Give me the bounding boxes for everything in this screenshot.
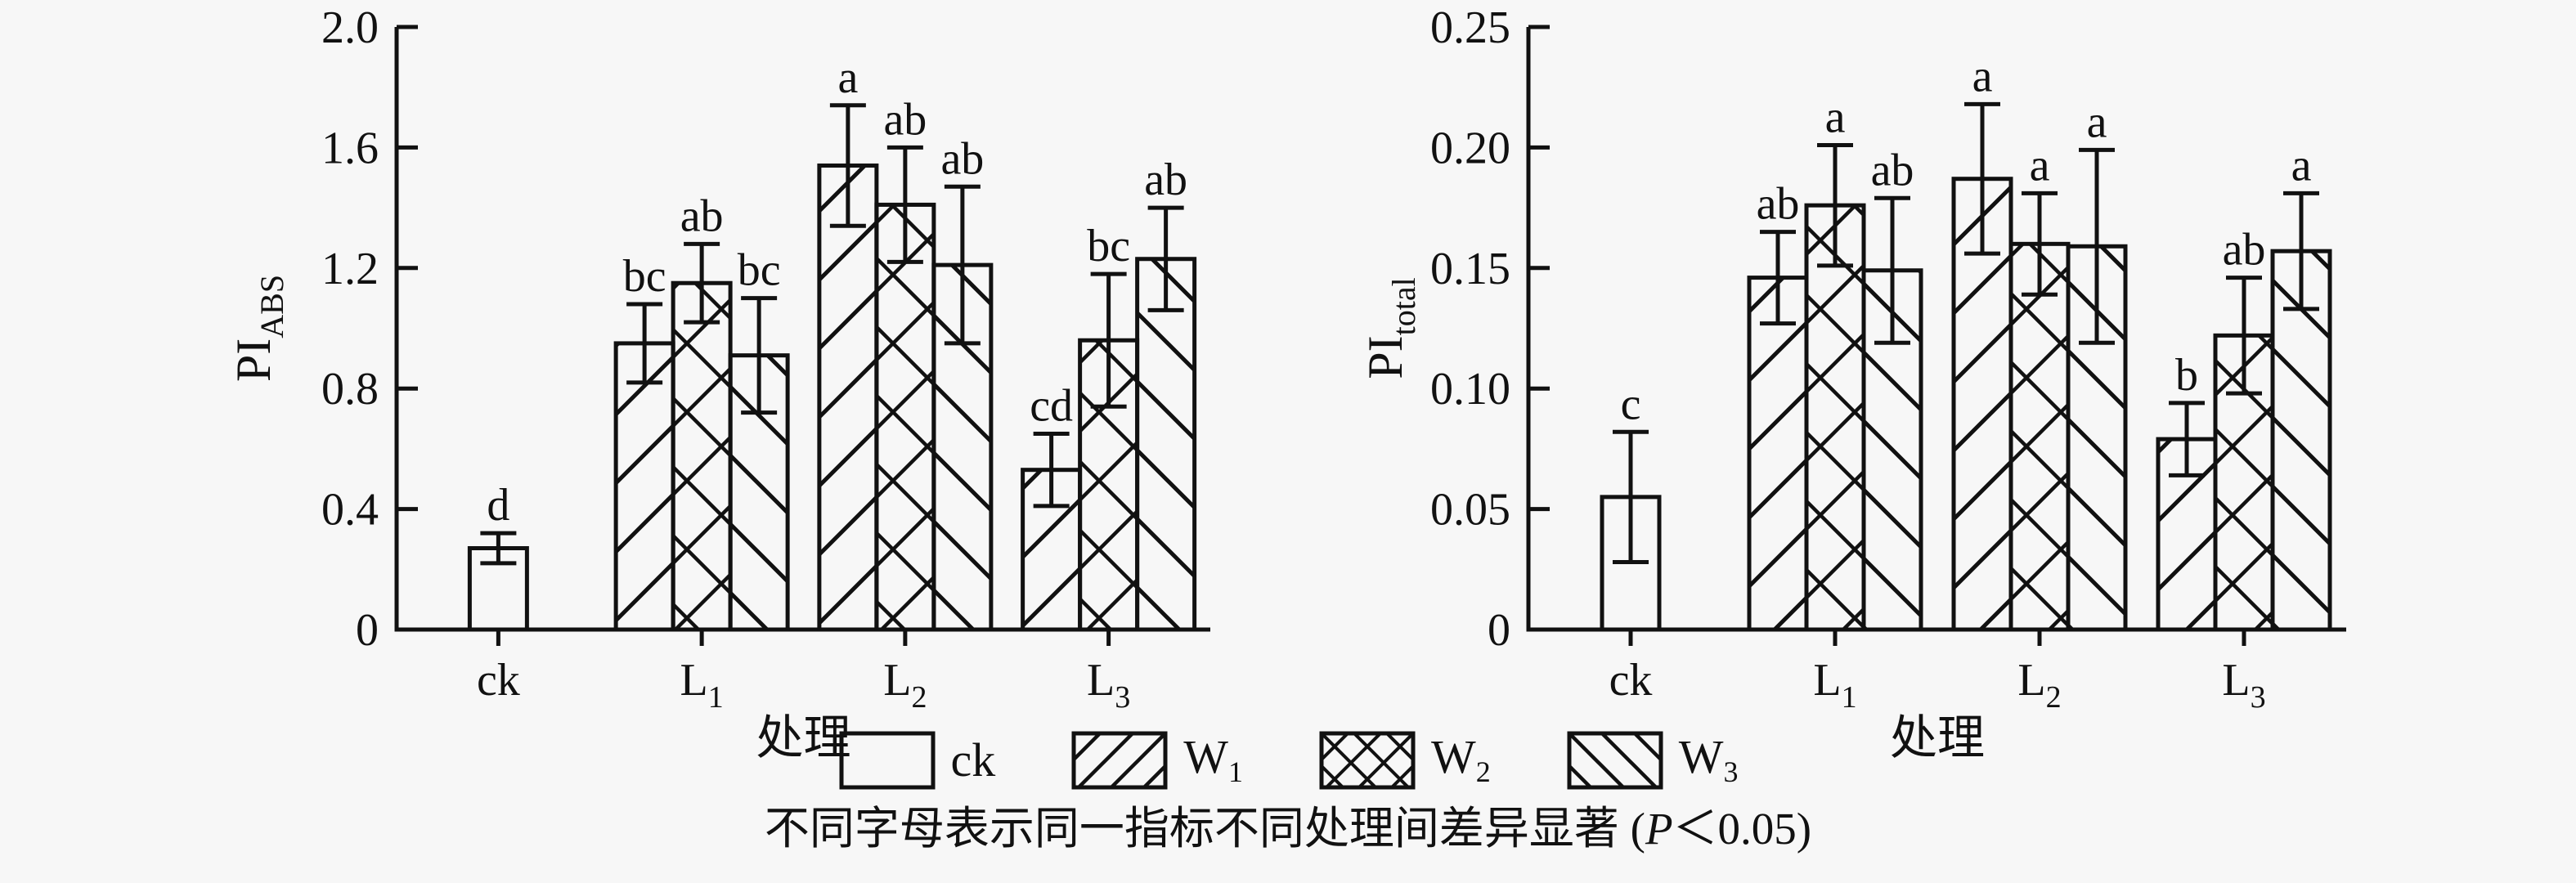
significance-letter: ab: [1871, 145, 1914, 195]
bar-W1: [817, 164, 879, 632]
x-category-label: L3: [2222, 655, 2265, 715]
legend-item-W1: W1: [1070, 730, 1243, 791]
legend-swatch-W3: [1567, 731, 1663, 790]
y-tick-label: 0: [356, 605, 379, 656]
significance-letter: bc: [738, 245, 781, 296]
x-category-label: L3: [1087, 655, 1130, 715]
legend-swatch-rect: [1071, 731, 1168, 790]
y-tick-label: 1.2: [321, 244, 379, 294]
significance-letter: c: [1621, 379, 1641, 429]
x-category-label: L1: [1813, 655, 1856, 715]
significance-letter: cd: [1030, 380, 1073, 431]
y-tick-label: 0.4: [321, 485, 379, 536]
significance-letter: a: [1825, 92, 1846, 142]
significance-letter: ab: [1757, 179, 1800, 230]
legend-item-W3: W3: [1566, 730, 1739, 791]
y-axis-label: PItotal: [1358, 277, 1422, 379]
x-axis-label: 处理: [1890, 711, 1985, 764]
significance-letter: bc: [623, 251, 666, 302]
significance-letter: a: [1972, 51, 1993, 101]
y-axis-label: PIABS: [227, 275, 290, 382]
legend-swatch-W2: [1319, 731, 1416, 790]
significance-letter: d: [487, 480, 509, 531]
caption-text-post: ＜0.05): [1672, 804, 1812, 854]
pi-total-chart: 00.050.100.150.200.25ckcL1abaabL2aaaL3ba…: [1358, 2, 2346, 764]
legend-item-ck: ck: [838, 730, 996, 791]
legend-swatch-rect: [1567, 731, 1663, 790]
significance-letter: a: [837, 52, 858, 103]
y-tick-label: 0.8: [321, 364, 379, 415]
legend-label-subscript: 3: [1723, 755, 1739, 788]
legend-label-subscript: 1: [1228, 755, 1243, 788]
significance-letter: ab: [883, 94, 927, 145]
x-category-label: L2: [2017, 655, 2061, 715]
significance-letter: ab: [2223, 225, 2266, 276]
bar-W2: [874, 202, 936, 632]
y-tick-label: 0.20: [1430, 123, 1510, 173]
legend-label-W2: W2: [1431, 730, 1491, 788]
bar-W2: [671, 280, 733, 632]
legend-swatch-ck: [839, 731, 936, 790]
y-tick-label: 0.15: [1430, 244, 1510, 294]
legend-label-W3: W3: [1678, 730, 1739, 788]
bar-W1: [1747, 276, 1809, 632]
legend: ck W1 W2 W3: [0, 730, 2576, 791]
legend-swatch-rect: [1319, 731, 1416, 790]
significance-letter: ab: [680, 190, 724, 241]
bar-W3: [1135, 257, 1197, 632]
x-category-label: L1: [680, 655, 724, 715]
x-axis-label: 处理: [756, 711, 850, 764]
significance-letter: a: [2030, 140, 2050, 190]
x-category-label: L2: [883, 655, 927, 715]
y-tick-label: 0: [1488, 605, 1510, 656]
legend-swatch-rect: [839, 731, 936, 790]
caption-p-italic: P: [1645, 804, 1673, 854]
legend-item-W2: W2: [1318, 730, 1491, 791]
significance-letter: ab: [940, 133, 984, 184]
significance-letter: b: [2175, 350, 2198, 401]
significance-letter: a: [2087, 96, 2107, 147]
legend-label-W1: W1: [1183, 730, 1243, 788]
significance-letter: a: [2291, 140, 2312, 190]
pi-abs-chart: 00.40.81.21.62.0ckdL1bcabbcL2aababL3cdbc…: [227, 2, 1210, 764]
x-category-label: ck: [477, 655, 520, 706]
legend-label-subscript: 2: [1475, 755, 1491, 788]
y-tick-label: 1.6: [321, 123, 379, 173]
y-tick-label: 0.05: [1430, 485, 1510, 536]
bar-W1: [613, 341, 675, 632]
x-category-label: ck: [1609, 655, 1653, 706]
legend-label-ck: ck: [950, 733, 996, 787]
bar-W2: [1804, 203, 1866, 632]
significance-letter: bc: [1087, 221, 1130, 271]
y-tick-label: 0.10: [1430, 364, 1510, 415]
caption-text-pre: 不同字母表示同一指标不同处理间差异显著 (: [764, 804, 1645, 854]
y-tick-label: 2.0: [321, 2, 379, 53]
legend-swatch-W1: [1071, 731, 1168, 790]
significance-letter: ab: [1144, 155, 1187, 205]
caption: 不同字母表示同一指标不同处理间差异显著 (P＜0.05): [0, 803, 2576, 854]
bar-W2: [2008, 241, 2071, 632]
y-tick-label: 0.25: [1430, 2, 1510, 53]
